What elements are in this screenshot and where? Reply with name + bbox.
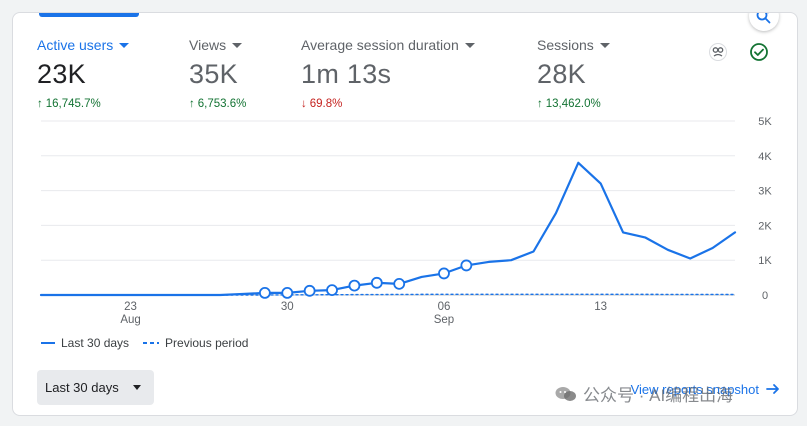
y-tick-label: 0 [762, 290, 768, 302]
data-point-marker[interactable] [370, 276, 383, 289]
y-tick-label: 5K [758, 116, 772, 128]
data-point-marker[interactable] [258, 287, 271, 299]
chevron-down-icon [132, 385, 141, 390]
overview-card: Active users 23K ↑ 16,745.7% Views 35K ↑… [12, 12, 798, 416]
date-range-select[interactable]: Last 30 days [37, 370, 154, 405]
arrow-up-icon: ↑ [537, 98, 543, 110]
metric-value: 28K [537, 59, 586, 89]
legend-swatch-solid [41, 342, 55, 344]
metric-delta: ↑ 16,745.7% [37, 98, 129, 110]
metric-label-dropdown[interactable]: Views [189, 37, 246, 53]
arrow-down-icon: ↓ [301, 98, 307, 110]
x-tick-label: 23 [124, 301, 137, 313]
chevron-down-icon [599, 42, 610, 48]
metric-label-dropdown[interactable]: Active users [37, 37, 130, 53]
y-tick-label: 3K [758, 186, 772, 198]
y-tick-label: 2K [758, 220, 772, 232]
x-tick-label: 06 [438, 301, 451, 313]
view-reports-snapshot-link[interactable]: View reports snapshot [631, 381, 781, 397]
metric-average-session-duration[interactable]: Average session duration 1m 13s ↓ 69.8% [301, 37, 475, 110]
x-tick-label: 13 [594, 301, 607, 313]
metric-delta-value: 69.8% [309, 98, 343, 110]
data-point-marker[interactable] [326, 284, 338, 297]
x-tick-month-label: Sep [434, 314, 454, 326]
metric-label: Sessions [537, 37, 594, 53]
metric-delta: ↑ 6,753.6% [189, 98, 246, 110]
series-line-previous-period [40, 293, 736, 296]
metric-active-users[interactable]: Active users 23K ↑ 16,745.7% [37, 37, 130, 110]
y-tick-label: 1K [758, 255, 772, 267]
legend-item-previous-period: Previous period [143, 336, 248, 350]
metric-delta: ↑ 13,462.0% [537, 98, 610, 110]
search-sparkle-icon [756, 13, 771, 24]
y-tick-label: 4K [758, 151, 772, 163]
metric-delta-value: 6,753.6% [197, 98, 247, 110]
metric-sessions[interactable]: Sessions 28K ↑ 13,462.0% [537, 37, 610, 110]
check-circle-icon [750, 43, 768, 61]
compare-icon [709, 43, 727, 61]
metric-value: 35K [189, 59, 238, 89]
watermark: 公众号 · AI编程出海 [555, 381, 733, 406]
legend-swatch-dashed [143, 342, 160, 344]
metric-views[interactable]: Views 35K ↑ 6,753.6% [189, 37, 246, 110]
legend-label: Previous period [165, 336, 249, 350]
metric-value: 23K [37, 59, 86, 89]
series-line-last-30-days [39, 161, 737, 297]
x-tick-label: 30 [281, 301, 294, 313]
chevron-down-icon [232, 42, 243, 48]
arrow-right-icon [766, 384, 779, 394]
data-point-marker[interactable] [438, 267, 450, 280]
legend-item-last-30-days: Last 30 days [41, 336, 129, 350]
metric-value: 1m 13s [301, 59, 392, 89]
metric-delta-value: 16,745.7% [45, 98, 101, 110]
watermark-text: 公众号 · AI编程出海 [583, 386, 734, 405]
date-range-value: Last 30 days [45, 380, 119, 395]
compare-button[interactable] [705, 39, 731, 65]
metric-delta-value: 13,462.0% [545, 98, 601, 110]
x-tick-month-label: Aug [120, 314, 140, 326]
data-point-marker[interactable] [303, 284, 316, 297]
chevron-down-icon [464, 42, 475, 48]
wechat-icon [555, 386, 576, 401]
data-point-marker[interactable] [281, 287, 294, 299]
active-tab-indicator [39, 13, 139, 17]
insights-button[interactable] [749, 13, 779, 31]
metric-delta: ↓ 69.8% [301, 98, 475, 110]
data-point-marker[interactable] [460, 259, 473, 272]
data-point-marker[interactable] [393, 277, 406, 290]
data-point-marker[interactable] [348, 279, 361, 292]
arrow-up-icon: ↑ [189, 98, 195, 110]
chevron-down-icon [119, 42, 130, 48]
status-button[interactable] [746, 39, 772, 65]
snapshot-link-label: View reports snapshot [630, 381, 759, 397]
metric-label-dropdown[interactable]: Sessions [537, 37, 610, 53]
metric-label: Views [189, 37, 227, 53]
metric-label: Average session duration [301, 37, 459, 53]
chart-legend: Last 30 days Previous period [41, 336, 248, 350]
arrow-up-icon: ↑ [37, 98, 43, 110]
metric-label: Active users [37, 37, 114, 53]
metric-label-dropdown[interactable]: Average session duration [301, 37, 475, 53]
legend-label: Last 30 days [61, 336, 130, 350]
